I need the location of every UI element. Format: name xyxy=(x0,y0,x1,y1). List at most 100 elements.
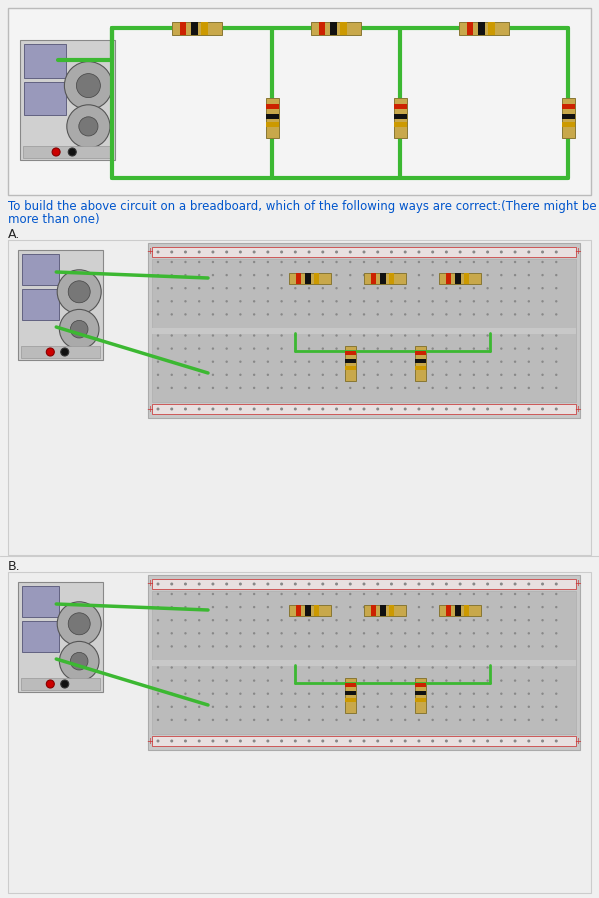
Circle shape xyxy=(349,739,352,743)
Circle shape xyxy=(225,387,228,389)
Circle shape xyxy=(404,593,406,595)
Circle shape xyxy=(486,300,489,303)
Circle shape xyxy=(541,583,544,585)
Circle shape xyxy=(280,251,283,253)
Circle shape xyxy=(211,632,214,635)
Text: +: + xyxy=(147,404,153,413)
Circle shape xyxy=(267,593,269,595)
Circle shape xyxy=(541,606,544,608)
Bar xyxy=(22,586,59,617)
Circle shape xyxy=(280,408,283,410)
Circle shape xyxy=(404,300,406,303)
Circle shape xyxy=(513,408,516,410)
Circle shape xyxy=(473,619,475,621)
Circle shape xyxy=(253,274,255,277)
Circle shape xyxy=(349,287,352,289)
Circle shape xyxy=(391,287,393,289)
Circle shape xyxy=(363,619,365,621)
Circle shape xyxy=(60,680,69,688)
Circle shape xyxy=(308,666,310,669)
Circle shape xyxy=(239,287,241,289)
Circle shape xyxy=(308,348,310,350)
Circle shape xyxy=(335,313,338,315)
Circle shape xyxy=(225,348,228,350)
Circle shape xyxy=(404,408,407,410)
Circle shape xyxy=(267,251,270,253)
Bar xyxy=(344,691,355,695)
Circle shape xyxy=(171,360,173,363)
Circle shape xyxy=(253,593,255,595)
Circle shape xyxy=(431,619,434,621)
Circle shape xyxy=(500,619,503,621)
Circle shape xyxy=(308,287,310,289)
Circle shape xyxy=(171,706,173,708)
Circle shape xyxy=(555,583,558,585)
Circle shape xyxy=(57,602,101,646)
Circle shape xyxy=(555,632,558,635)
Circle shape xyxy=(184,718,187,721)
Circle shape xyxy=(514,680,516,682)
Circle shape xyxy=(294,680,297,682)
Circle shape xyxy=(541,387,544,389)
Circle shape xyxy=(459,739,462,743)
Circle shape xyxy=(171,348,173,350)
Circle shape xyxy=(157,274,159,277)
Circle shape xyxy=(211,593,214,595)
Circle shape xyxy=(239,692,241,695)
Circle shape xyxy=(225,260,228,263)
Circle shape xyxy=(500,606,503,608)
Circle shape xyxy=(225,408,228,410)
Bar xyxy=(415,359,425,364)
Circle shape xyxy=(555,251,558,253)
Circle shape xyxy=(225,360,228,363)
Circle shape xyxy=(335,251,338,253)
Circle shape xyxy=(308,606,310,608)
Circle shape xyxy=(473,374,475,376)
Bar xyxy=(265,98,279,138)
Bar xyxy=(18,582,103,692)
Bar xyxy=(364,604,406,615)
Circle shape xyxy=(376,251,379,253)
Circle shape xyxy=(267,666,269,669)
Circle shape xyxy=(253,583,256,585)
Circle shape xyxy=(528,632,530,635)
Bar xyxy=(415,683,425,687)
Bar xyxy=(415,698,425,702)
Circle shape xyxy=(418,583,420,585)
Circle shape xyxy=(363,287,365,289)
Circle shape xyxy=(198,692,201,695)
Circle shape xyxy=(528,718,530,721)
Circle shape xyxy=(171,274,173,277)
Circle shape xyxy=(198,632,201,635)
Bar xyxy=(296,604,301,615)
Circle shape xyxy=(500,360,503,363)
Circle shape xyxy=(211,260,214,263)
Circle shape xyxy=(335,739,338,743)
Circle shape xyxy=(211,251,214,253)
Circle shape xyxy=(486,374,489,376)
Circle shape xyxy=(486,274,489,277)
Circle shape xyxy=(184,619,187,621)
Bar xyxy=(21,678,100,690)
Circle shape xyxy=(514,692,516,695)
Circle shape xyxy=(267,619,269,621)
Circle shape xyxy=(500,692,503,695)
Bar xyxy=(340,22,347,34)
Circle shape xyxy=(431,692,434,695)
Circle shape xyxy=(307,583,310,585)
Circle shape xyxy=(541,287,544,289)
Circle shape xyxy=(377,287,379,289)
Circle shape xyxy=(322,619,324,621)
Circle shape xyxy=(459,583,462,585)
Circle shape xyxy=(431,260,434,263)
Circle shape xyxy=(391,632,393,635)
Circle shape xyxy=(459,360,461,363)
Circle shape xyxy=(514,593,516,595)
Circle shape xyxy=(500,387,503,389)
Circle shape xyxy=(473,606,475,608)
Bar xyxy=(344,366,355,371)
Bar xyxy=(439,272,481,284)
Circle shape xyxy=(500,374,503,376)
Text: A.: A. xyxy=(8,228,20,241)
Circle shape xyxy=(280,706,283,708)
